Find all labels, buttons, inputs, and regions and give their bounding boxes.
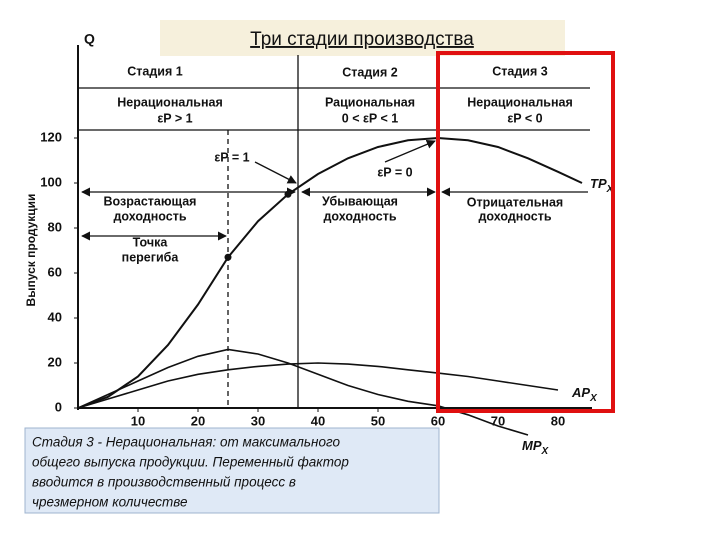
chart-title: Три стадии производства	[250, 29, 474, 50]
x-tick-label: 40	[311, 413, 325, 428]
caption-line: общего выпуска продукции. Переменный фак…	[32, 455, 349, 470]
series-label: APX	[571, 385, 598, 403]
annotation: εP > 1	[157, 111, 192, 125]
point	[224, 253, 232, 261]
annotation: εP = 1	[214, 150, 249, 164]
x-tick-label: 20	[191, 413, 205, 428]
series-label: TPX	[590, 176, 615, 194]
title-box	[160, 20, 565, 56]
annotation: доходность	[323, 209, 396, 223]
x-tick-label: 50	[371, 413, 385, 428]
annotation: перегиба	[122, 250, 180, 264]
series-label: MPX	[522, 438, 550, 456]
series-subscript: X	[589, 393, 598, 404]
frame-lines	[77, 45, 592, 410]
series-subscript: X	[606, 184, 615, 195]
y-tick-label: 100	[40, 174, 62, 189]
y-axis-label: Выпуск продукции	[24, 194, 38, 307]
series-name: TP	[590, 176, 607, 191]
annotation: Нерациональная	[117, 95, 223, 109]
caption-line: вводится в производственный процесс в	[32, 475, 296, 490]
x-tick-label: 10	[131, 413, 145, 428]
annotation: Стадия 2	[342, 65, 397, 79]
caption-line: чрезмерном количестве	[32, 495, 188, 510]
highlight-box	[436, 51, 615, 413]
series-line	[77, 348, 529, 436]
y-tick-label: 40	[48, 309, 62, 324]
x-tick-label: 30	[251, 413, 265, 428]
caption-box	[24, 427, 440, 514]
y-tick-label: 20	[48, 354, 62, 369]
annotation: Рациональная	[325, 95, 415, 109]
series-name: MP	[522, 438, 542, 453]
series-name: AP	[571, 385, 590, 400]
x-tick-label: 60	[431, 413, 445, 428]
x-tick-label: 80	[551, 413, 565, 428]
y-tick-label: 60	[48, 264, 62, 279]
y-axis-symbol: Q	[84, 31, 95, 47]
y-tick-label: 120	[40, 129, 62, 144]
annotation: εP = 0	[377, 165, 412, 179]
series-subscript: X	[541, 446, 550, 457]
annotation: доходность	[478, 209, 551, 223]
annotation: 0 < εP < 1	[342, 111, 398, 125]
annotation: Нерациональная	[467, 95, 573, 109]
annotation: εP < 0	[507, 111, 542, 125]
annotation: доходность	[113, 209, 186, 223]
series-line	[77, 362, 559, 409]
point	[284, 190, 292, 198]
annotation: Отрицательная	[467, 195, 563, 209]
series-line	[77, 136, 583, 409]
annotation: Стадия 3	[492, 64, 547, 78]
annotation: Точка	[133, 235, 169, 249]
y-tick-label: 80	[48, 219, 62, 234]
annotation: Стадия 1	[127, 64, 182, 78]
annotation: Убывающая	[322, 194, 398, 208]
y-tick-label: 0	[55, 399, 62, 414]
annotation: Возрастающая	[104, 194, 197, 208]
caption-line: Стадия 3 - Нерациональная: от максимальн…	[32, 435, 340, 450]
